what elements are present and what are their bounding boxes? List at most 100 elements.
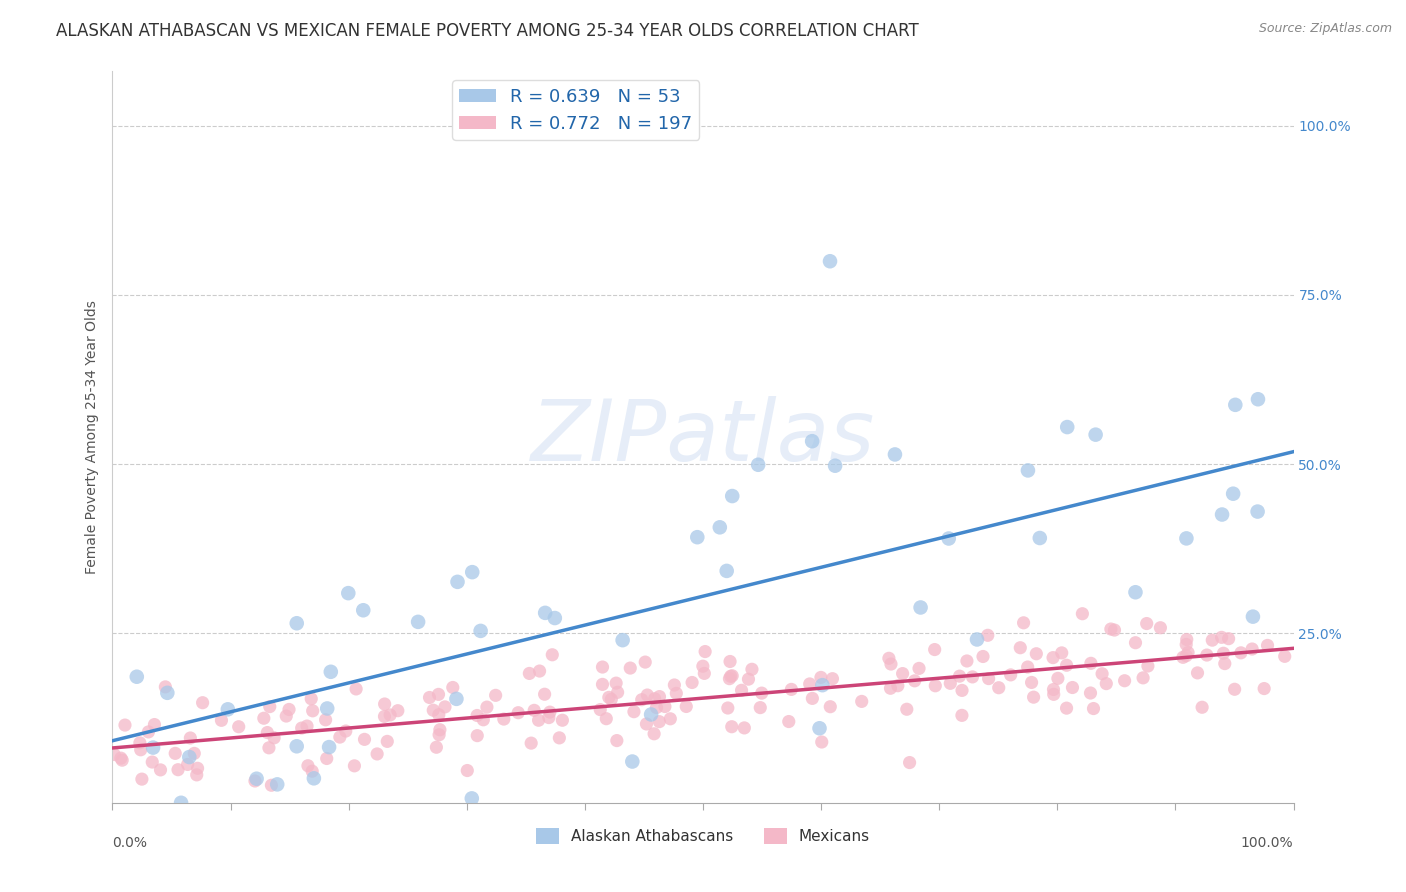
- Point: [143, 717, 166, 731]
- Point: [716, 564, 738, 578]
- Point: [155, 680, 177, 694]
- Point: [1022, 690, 1045, 705]
- Point: [103, 747, 125, 762]
- Point: [337, 586, 360, 600]
- Point: [446, 574, 468, 589]
- Legend: Alaskan Athabascans, Mexicans: Alaskan Athabascans, Mexicans: [530, 822, 876, 850]
- Point: [939, 676, 962, 690]
- Point: [191, 696, 214, 710]
- Point: [1017, 463, 1039, 477]
- Point: [962, 670, 984, 684]
- Point: [520, 736, 543, 750]
- Point: [1062, 681, 1084, 695]
- Point: [142, 740, 165, 755]
- Point: [301, 764, 323, 779]
- Point: [541, 648, 564, 662]
- Point: [187, 761, 209, 775]
- Point: [256, 725, 278, 739]
- Point: [427, 728, 450, 742]
- Point: [1083, 701, 1105, 715]
- Point: [259, 699, 281, 714]
- Point: [1191, 700, 1213, 714]
- Point: [508, 706, 530, 720]
- Point: [924, 679, 946, 693]
- Point: [285, 616, 308, 631]
- Point: [1132, 671, 1154, 685]
- Point: [659, 712, 682, 726]
- Point: [527, 713, 550, 727]
- Point: [257, 740, 280, 755]
- Point: [285, 739, 308, 754]
- Point: [1017, 660, 1039, 674]
- Point: [446, 691, 468, 706]
- Point: [1218, 632, 1240, 646]
- Point: [427, 707, 450, 722]
- Point: [156, 686, 179, 700]
- Point: [718, 672, 741, 686]
- Point: [1136, 616, 1159, 631]
- Point: [1025, 647, 1047, 661]
- Point: [879, 681, 901, 696]
- Point: [176, 757, 198, 772]
- Text: 100.0%: 100.0%: [1241, 836, 1294, 850]
- Point: [537, 710, 560, 724]
- Point: [606, 733, 628, 747]
- Point: [733, 721, 755, 735]
- Point: [737, 672, 759, 686]
- Point: [433, 699, 456, 714]
- Point: [1201, 633, 1223, 648]
- Point: [801, 434, 824, 449]
- Point: [125, 670, 148, 684]
- Point: [373, 709, 395, 723]
- Point: [1056, 420, 1078, 434]
- Point: [167, 763, 190, 777]
- Point: [948, 669, 970, 683]
- Point: [316, 701, 339, 715]
- Point: [1114, 673, 1136, 688]
- Text: ZIPatlаs: ZIPatlаs: [531, 395, 875, 479]
- Point: [1177, 646, 1199, 660]
- Point: [1187, 665, 1209, 680]
- Point: [470, 624, 492, 638]
- Point: [217, 702, 239, 716]
- Point: [818, 254, 841, 268]
- Point: [686, 530, 709, 544]
- Point: [1241, 609, 1264, 624]
- Point: [366, 747, 388, 761]
- Point: [295, 719, 318, 733]
- Point: [425, 740, 447, 755]
- Point: [302, 772, 325, 786]
- Point: [643, 727, 665, 741]
- Point: [630, 692, 652, 706]
- Point: [824, 458, 846, 473]
- Point: [1021, 675, 1043, 690]
- Point: [595, 712, 617, 726]
- Point: [128, 736, 150, 750]
- Point: [977, 672, 1000, 686]
- Point: [114, 718, 136, 732]
- Point: [692, 659, 714, 673]
- Point: [621, 755, 644, 769]
- Point: [780, 682, 803, 697]
- Point: [898, 756, 921, 770]
- Point: [880, 657, 903, 671]
- Point: [741, 662, 763, 676]
- Point: [1247, 392, 1270, 407]
- Point: [544, 611, 567, 625]
- Point: [1149, 621, 1171, 635]
- Point: [1042, 687, 1064, 701]
- Point: [1171, 650, 1194, 665]
- Point: [1042, 682, 1064, 697]
- Point: [636, 717, 658, 731]
- Point: [534, 606, 557, 620]
- Point: [1195, 648, 1218, 662]
- Point: [730, 683, 752, 698]
- Point: [129, 743, 152, 757]
- Point: [1010, 640, 1032, 655]
- Point: [910, 600, 932, 615]
- Point: [1211, 631, 1233, 645]
- Point: [904, 673, 927, 688]
- Point: [456, 764, 478, 778]
- Point: [318, 740, 340, 755]
- Point: [1099, 622, 1122, 636]
